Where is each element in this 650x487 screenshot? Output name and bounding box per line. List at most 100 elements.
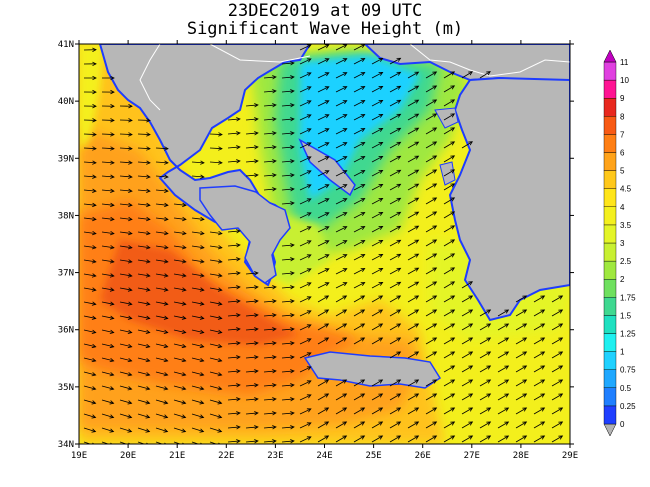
direction-arrow (443, 379, 456, 387)
colorbar-label: 0.25 (620, 402, 636, 411)
direction-arrow (191, 301, 205, 306)
colorbar-swatch (603, 315, 617, 334)
direction-arrow (209, 146, 223, 151)
direction-arrow (461, 337, 474, 345)
direction-arrow (299, 100, 312, 107)
direction-arrow (389, 309, 402, 317)
direction-arrow (83, 118, 97, 123)
direction-arrow (155, 371, 169, 377)
lat-label: 34N (58, 440, 74, 450)
colorbar-swatch (603, 297, 617, 316)
direction-arrow (443, 127, 456, 135)
direction-arrow (83, 315, 97, 320)
direction-arrow (371, 435, 384, 443)
direction-arrow (101, 75, 115, 81)
direction-arrow (263, 89, 277, 94)
direction-arrow (227, 439, 241, 444)
direction-arrow (443, 365, 456, 373)
direction-arrow (353, 268, 366, 275)
direction-arrow (281, 383, 295, 388)
direction-arrow (497, 393, 510, 401)
direction-arrow (353, 184, 366, 191)
direction-arrow (83, 273, 97, 278)
direction-arrow (83, 329, 97, 334)
direction-arrow (335, 198, 348, 205)
direction-arrow (389, 127, 402, 135)
direction-arrow (353, 240, 366, 247)
direction-arrow (263, 369, 277, 374)
direction-arrow (299, 156, 312, 163)
direction-arrow (443, 99, 456, 107)
direction-arrow (137, 301, 151, 306)
direction-arrow (173, 287, 187, 292)
direction-arrow (263, 355, 277, 360)
colorbar-swatch (603, 116, 617, 135)
direction-arrow (497, 379, 510, 387)
direction-arrow (317, 379, 330, 387)
direction-arrow (389, 225, 402, 233)
direction-arrow (155, 399, 169, 405)
direction-arrow (281, 131, 295, 136)
peloponnese (199, 185, 291, 284)
direction-arrow (299, 352, 312, 359)
direction-arrow (83, 343, 97, 349)
direction-arrow (137, 174, 151, 179)
direction-arrow (263, 173, 277, 178)
colorbar-label: 1.75 (620, 293, 636, 302)
direction-arrow (137, 245, 151, 250)
direction-arrow (533, 379, 546, 387)
direction-arrow (119, 371, 133, 377)
direction-arrow (407, 225, 420, 233)
colorbar-label: 2.5 (620, 257, 632, 266)
direction-arrow (263, 285, 277, 290)
direction-arrow (299, 72, 312, 79)
map-title: 23DEC2019 at 09 UTC (227, 1, 423, 21)
direction-arrow (533, 309, 546, 317)
direction-arrow (119, 413, 133, 419)
direction-arrow (263, 397, 277, 402)
direction-arrow (101, 343, 115, 349)
direction-arrow (443, 435, 456, 443)
direction-arrow (425, 211, 438, 219)
colorbar-label: 1 (620, 348, 625, 357)
direction-arrow (443, 113, 456, 121)
direction-arrow (479, 407, 492, 415)
direction-arrow (299, 226, 312, 233)
colorbar-label: 8 (620, 112, 625, 121)
direction-arrow (119, 315, 133, 320)
direction-arrow (137, 371, 151, 377)
direction-arrow (389, 295, 402, 303)
direction-arrow (425, 183, 438, 191)
direction-arrow (83, 188, 97, 193)
direction-arrow (227, 425, 241, 430)
direction-arrow (137, 188, 151, 193)
colorbar-label: 9 (620, 94, 625, 103)
direction-arrow (353, 142, 366, 149)
direction-arrow (155, 287, 169, 292)
direction-arrow (137, 385, 151, 391)
direction-arrow (245, 117, 259, 122)
direction-arrow (317, 309, 330, 317)
direction-arrow (353, 114, 366, 121)
direction-arrow (389, 407, 402, 415)
direction-arrow (263, 383, 277, 388)
direction-arrow (353, 421, 366, 429)
direction-arrow (101, 188, 115, 193)
direction-arrow (209, 132, 223, 137)
direction-arrow (299, 44, 312, 51)
direction-arrow (299, 282, 312, 289)
direction-arrow (515, 295, 528, 303)
colorbar-swatch (603, 260, 617, 280)
direction-arrow (317, 254, 330, 261)
direction-arrow (137, 329, 151, 334)
direction-arrow (281, 299, 295, 304)
direction-arrow (317, 114, 330, 121)
direction-arrow (443, 253, 456, 261)
direction-arrow (263, 117, 277, 122)
direction-arrow (299, 254, 312, 261)
direction-arrow (227, 411, 241, 416)
direction-arrow (551, 295, 564, 303)
direction-arrow (245, 103, 259, 108)
direction-arrow (281, 187, 295, 192)
